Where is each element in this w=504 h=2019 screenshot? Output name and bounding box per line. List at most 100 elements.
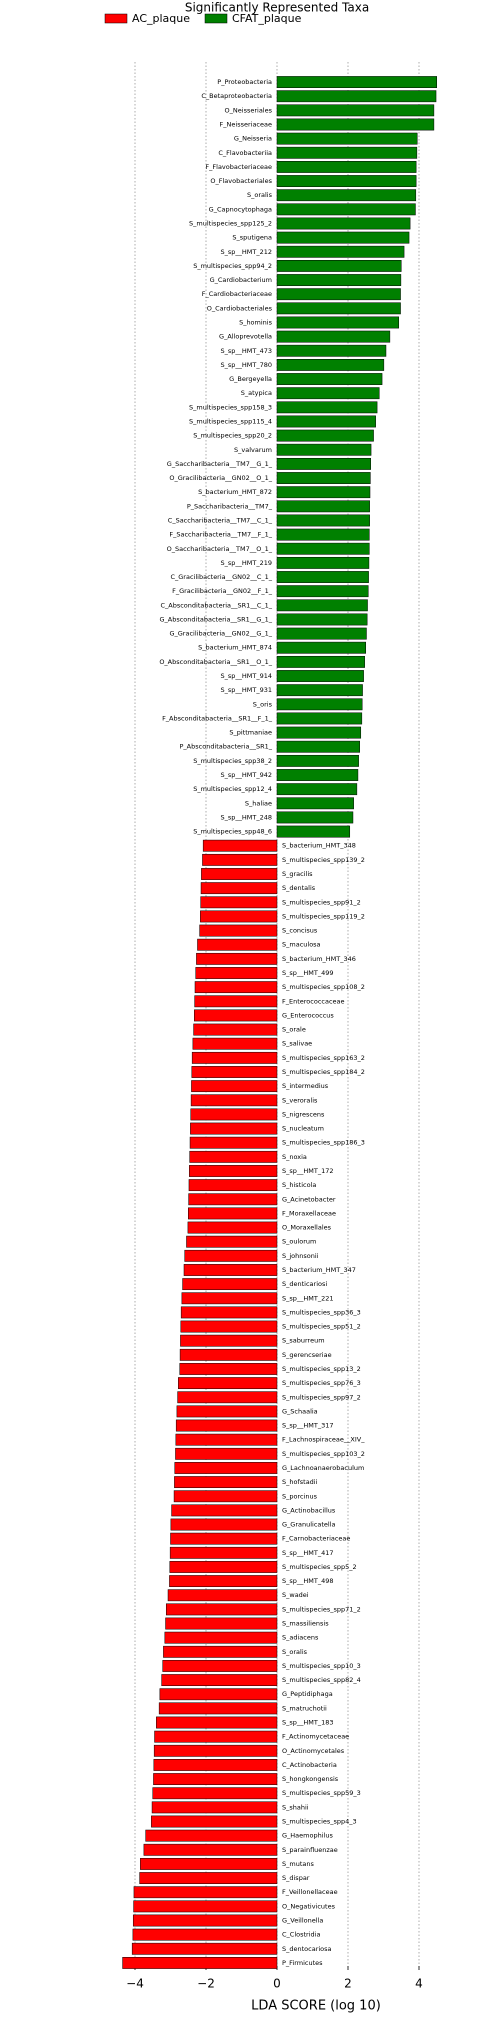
- bar: [276, 429, 374, 442]
- bar: [173, 1490, 278, 1503]
- bar: [276, 104, 435, 117]
- bar: [191, 1066, 278, 1078]
- category-label: S_dentocariosa: [282, 1945, 332, 1953]
- category-label: C_Saccharibacteria__TM7__C_1_: [168, 516, 273, 524]
- bar: [200, 882, 278, 895]
- bar: [182, 1278, 278, 1291]
- category-label: S_nigrescens: [282, 1110, 325, 1118]
- bar: [131, 1942, 278, 1955]
- bar: [196, 952, 278, 965]
- category-label: S_sp__HMT_219: [220, 559, 272, 567]
- x-tick-label: 4: [415, 1977, 423, 1991]
- bar: [276, 161, 417, 173]
- bar: [183, 1264, 278, 1276]
- category-label: G_Absconditabacteria__SR1__G_1_: [159, 615, 272, 623]
- x-axis-label: LDA SCORE (log 10): [251, 1999, 381, 2014]
- bar: [169, 1546, 278, 1559]
- category-label: F_Enterococcaceae: [282, 997, 345, 1005]
- category-label: S_sp__HMT_172: [282, 1167, 334, 1175]
- bar: [276, 486, 371, 499]
- category-label: S_multispecies_spp158_3: [189, 403, 272, 411]
- category-label: S_multispecies_spp48_6: [193, 828, 272, 836]
- bar: [188, 1179, 278, 1192]
- bar: [276, 217, 411, 230]
- bar: [276, 274, 402, 286]
- bar: [153, 1759, 278, 1771]
- bar: [177, 1391, 278, 1404]
- category-label: G_Veillonella: [282, 1917, 323, 1925]
- category-label: S_hongkongensis: [282, 1775, 339, 1783]
- bar: [175, 1419, 278, 1432]
- category-label: S_bacterium_HMT_874: [198, 644, 272, 652]
- bar: [194, 995, 278, 1008]
- bar: [276, 146, 418, 159]
- bar: [276, 528, 370, 541]
- category-label: S_sputigena: [232, 234, 272, 242]
- legend-label: CFAT_plaque: [232, 12, 302, 25]
- x-tick-label: −4: [126, 1977, 144, 1991]
- category-label: O_Negativicutes: [282, 1902, 336, 1910]
- bar: [276, 189, 417, 202]
- category-label: S_multispecies_spp36_3: [282, 1308, 361, 1316]
- bar: [276, 712, 363, 725]
- bar: [276, 726, 362, 739]
- category-label: S_veroralis: [282, 1096, 318, 1104]
- category-label: S_histicola: [282, 1181, 316, 1189]
- x-tick-label: −2: [197, 1977, 215, 1991]
- category-label: P_Firmicutes: [282, 1959, 323, 1967]
- category-label: S_sp__HMT_498: [282, 1577, 334, 1585]
- bar: [202, 839, 278, 852]
- bar: [186, 1235, 278, 1248]
- bar: [276, 797, 354, 810]
- category-label: S_multispecies_spp59_3: [282, 1789, 361, 1797]
- category-label: S_matruchotii: [282, 1704, 327, 1712]
- category-label: G_Neisseria: [234, 135, 272, 143]
- chart-title: Significantly Represented Taxa: [185, 1, 369, 15]
- category-label: S_denticariosi: [282, 1280, 327, 1288]
- bar: [194, 1009, 278, 1022]
- category-label: S_multispecies_spp4_3: [282, 1818, 357, 1826]
- bar: [201, 868, 278, 880]
- category-label: S_bacterium_HMT_872: [198, 488, 272, 496]
- category-label: S_sp__HMT_942: [220, 771, 272, 779]
- bar: [276, 571, 369, 583]
- category-label: S_multispecies_spp139_2: [282, 856, 365, 864]
- bar: [163, 1645, 278, 1658]
- bar: [276, 783, 358, 796]
- category-label: S_atypica: [241, 389, 272, 397]
- bar: [276, 245, 405, 258]
- category-label: F_Carnobacteriaceae: [282, 1535, 350, 1543]
- bar: [174, 1462, 278, 1474]
- bar: [132, 1928, 278, 1941]
- bar: [179, 1363, 278, 1375]
- bar: [171, 1504, 278, 1517]
- bar: [276, 684, 363, 697]
- bar: [180, 1334, 278, 1347]
- category-label: P_Proteobacteria: [217, 78, 272, 86]
- category-label: S_multispecies_spp108_2: [282, 983, 365, 991]
- bar: [276, 670, 364, 682]
- bar: [140, 1858, 278, 1870]
- bar: [167, 1589, 278, 1602]
- bar: [190, 1108, 278, 1121]
- category-label: S_salivae: [282, 1040, 312, 1048]
- category-label: S_multispecies_spp119_2: [282, 912, 365, 920]
- bar: [276, 76, 437, 88]
- category-label: F_Flavobacteriaceae: [205, 163, 272, 171]
- bar: [191, 1080, 278, 1093]
- category-label: G_Gracilibacteria__GN02__G_1_: [169, 630, 272, 638]
- legend-label: AC_plaque: [132, 12, 190, 25]
- category-label: S_gracilis: [282, 870, 313, 878]
- bar: [276, 175, 417, 187]
- category-label: S_massiliensis: [282, 1620, 329, 1628]
- category-label: S_sp__HMT_499: [282, 969, 334, 977]
- category-label: S_valvarum: [234, 446, 272, 454]
- category-label: S_pittmaniae: [229, 729, 272, 737]
- bar: [153, 1773, 278, 1785]
- bar: [170, 1532, 278, 1545]
- bar: [276, 542, 370, 555]
- category-label: S_multispecies_spp10_3: [282, 1662, 361, 1670]
- category-label: G_Actinobacillus: [282, 1506, 336, 1514]
- category-label: G_Granulicatella: [282, 1521, 336, 1529]
